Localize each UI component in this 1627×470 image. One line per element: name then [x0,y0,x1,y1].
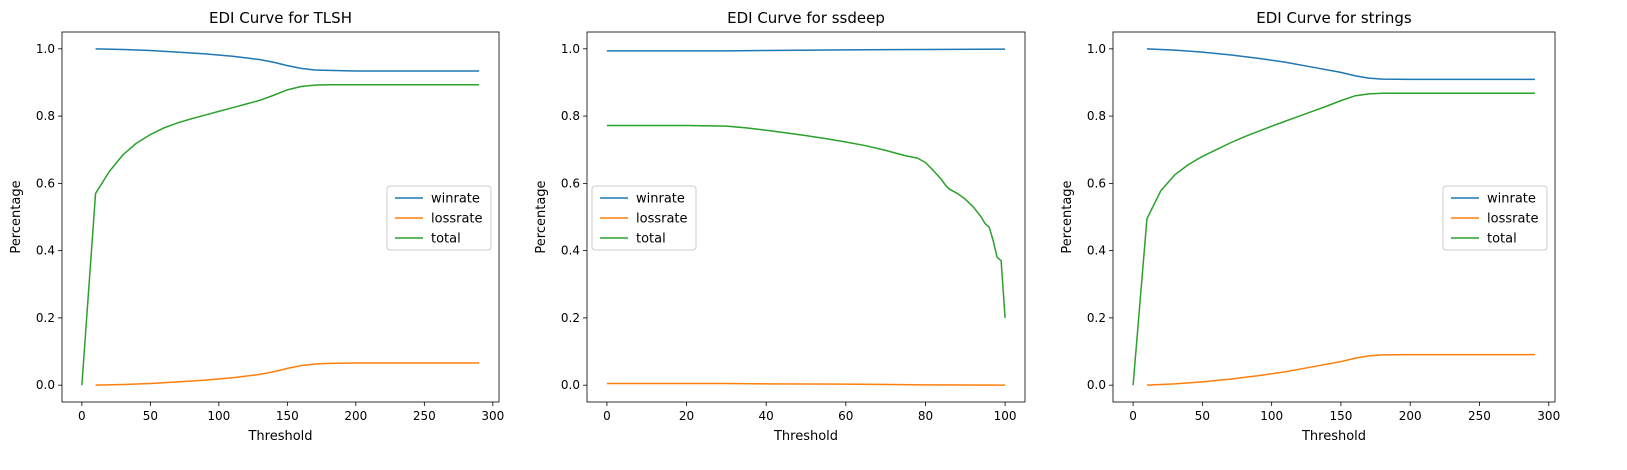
x-tick-label: 0 [1129,409,1137,423]
y-tick-label: 0.2 [561,311,580,325]
x-axis-label: Threshold [1301,429,1366,444]
chart-title: EDI Curve for TLSH [209,9,352,27]
y-tick-label: 0.2 [1087,311,1106,325]
y-tick-label: 0.0 [1087,378,1106,392]
legend: winrate lossrate total [1442,185,1548,251]
legend-label-winrate: winrate [1487,192,1536,207]
x-tick-label: 0 [603,409,611,423]
x-tick-label: 300 [1537,409,1560,423]
series-line-total [81,84,480,386]
y-tick-label: 0.6 [36,176,55,190]
x-tick-label: 80 [918,409,933,423]
x-tick-label: 150 [1329,409,1352,423]
y-tick-label: 0.6 [1087,176,1106,190]
x-tick-label: 50 [143,409,158,423]
x-tick-label: 40 [759,409,774,423]
x-tick-label: 100 [994,409,1017,423]
series-line-total [1132,92,1535,386]
y-axis-label: Percentage [1060,180,1075,253]
y-tick-label: 0.8 [36,109,55,123]
series-line-winrate [95,48,480,72]
legend-label-lossrate: lossrate [636,212,688,227]
x-axis-label: Threshold [773,429,838,444]
y-axis-label: Percentage [9,180,24,253]
x-tick-label: 200 [1399,409,1422,423]
axes-frame [586,31,1026,403]
legend-label-lossrate: lossrate [431,212,483,227]
chart-title: EDI Curve for ssdeep [727,9,885,27]
x-tick-label: 150 [276,409,299,423]
legend-label-total: total [431,232,461,247]
legend-label-total: total [1487,232,1517,247]
legend-label-winrate: winrate [431,192,480,207]
series-line-total [606,124,1006,318]
chart-panel-2: EDI Curve for ssdeep 0 20 40 60 80 100 0.0 0.2 0.… [534,9,1026,444]
y-tick-label: 1.0 [1087,42,1106,56]
legend-box [1442,185,1548,251]
y-tick-label: 0.8 [561,109,580,123]
y-tick-label: 1.0 [561,42,580,56]
series-line-lossrate [606,382,1006,386]
y-tick-label: 0.2 [36,311,55,325]
x-tick-label: 100 [207,409,230,423]
y-tick-label: 0.8 [1087,109,1106,123]
series-line-lossrate [1146,353,1535,386]
y-tick-label: 0.4 [561,244,580,258]
x-tick-label: 60 [838,409,853,423]
legend-box [591,185,697,251]
x-tick-label: 0 [78,409,86,423]
x-tick-label: 200 [344,409,367,423]
axes-frame [61,31,500,403]
x-tick-label: 20 [679,409,694,423]
series-line-winrate [606,48,1006,52]
legend: winrate lossrate total [386,185,492,251]
y-tick-label: 0.0 [36,378,55,392]
x-tick-label: 50 [1195,409,1210,423]
y-axis-label: Percentage [534,180,549,253]
legend-label-total: total [636,232,666,247]
y-tick-label: 1.0 [36,42,55,56]
series-line-winrate [1146,48,1535,81]
x-tick-label: 250 [413,409,436,423]
x-axis-label: Threshold [247,429,312,444]
x-tick-label: 100 [1260,409,1283,423]
legend-label-winrate: winrate [636,192,685,207]
x-tick-label: 250 [1468,409,1491,423]
legend-label-lossrate: lossrate [1487,212,1539,227]
y-tick-label: 0.4 [36,244,55,258]
chart-panel-1: EDI Curve for TLSH 0 50 100 150 200 250 300 0.0 0… [9,9,504,444]
legend-box [386,185,492,251]
x-tick-label: 300 [481,409,504,423]
chart-panel-3: EDI Curve for strings 0 50 100 150 200 250 300 0… [1060,9,1560,444]
legend: winrate lossrate total [591,185,697,251]
y-tick-label: 0.4 [1087,244,1106,258]
chart-title: EDI Curve for strings [1256,9,1412,27]
series-line-lossrate [95,362,480,386]
y-tick-label: 0.0 [561,378,580,392]
y-tick-label: 0.6 [561,176,580,190]
axes-frame [1112,31,1556,403]
